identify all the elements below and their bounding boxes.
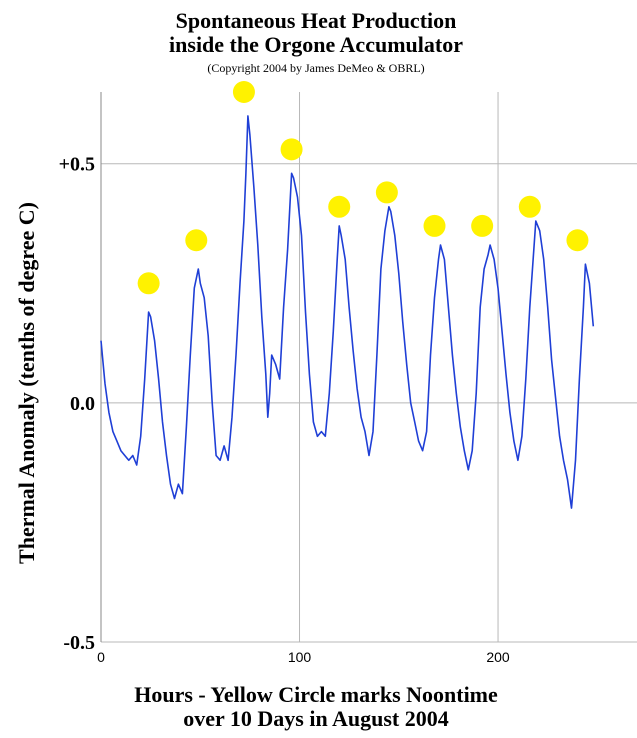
thermal-anomaly-line	[100, 115, 595, 509]
x-axis-label-line2: over 10 Days in August 2004	[183, 706, 448, 731]
noon-marker	[423, 214, 446, 237]
noon-marker	[137, 272, 160, 295]
y-tick-label: -0.5	[63, 632, 95, 654]
y-axis-label: Thermal Anomaly (tenths of degree C)	[14, 202, 39, 564]
noon-marker	[566, 229, 589, 252]
noon-marker	[518, 195, 541, 218]
noon-marker	[328, 195, 351, 218]
noon-marker	[375, 181, 398, 204]
plot-area: +0.5 0.0 -0.50 100 200	[59, 81, 637, 665]
noon-marker	[232, 81, 255, 103]
chart-title: Spontaneous Heat Production	[176, 8, 457, 33]
y-tick-label: +0.5	[59, 154, 95, 176]
x-tick-label: 0	[97, 649, 105, 665]
noon-marker	[185, 229, 208, 252]
x-axis-label: Hours - Yellow Circle marks Noontime	[134, 682, 498, 707]
noon-marker	[471, 214, 494, 237]
chart-subtitle: (Copyright 2004 by James DeMeo & OBRL)	[207, 61, 424, 75]
noon-marker	[280, 138, 303, 161]
x-tick-label: 200	[486, 649, 510, 665]
chart-title-line2: inside the Orgone Accumulator	[169, 32, 463, 57]
y-tick-label: 0.0	[70, 393, 95, 415]
x-tick-label: 100	[288, 649, 312, 665]
